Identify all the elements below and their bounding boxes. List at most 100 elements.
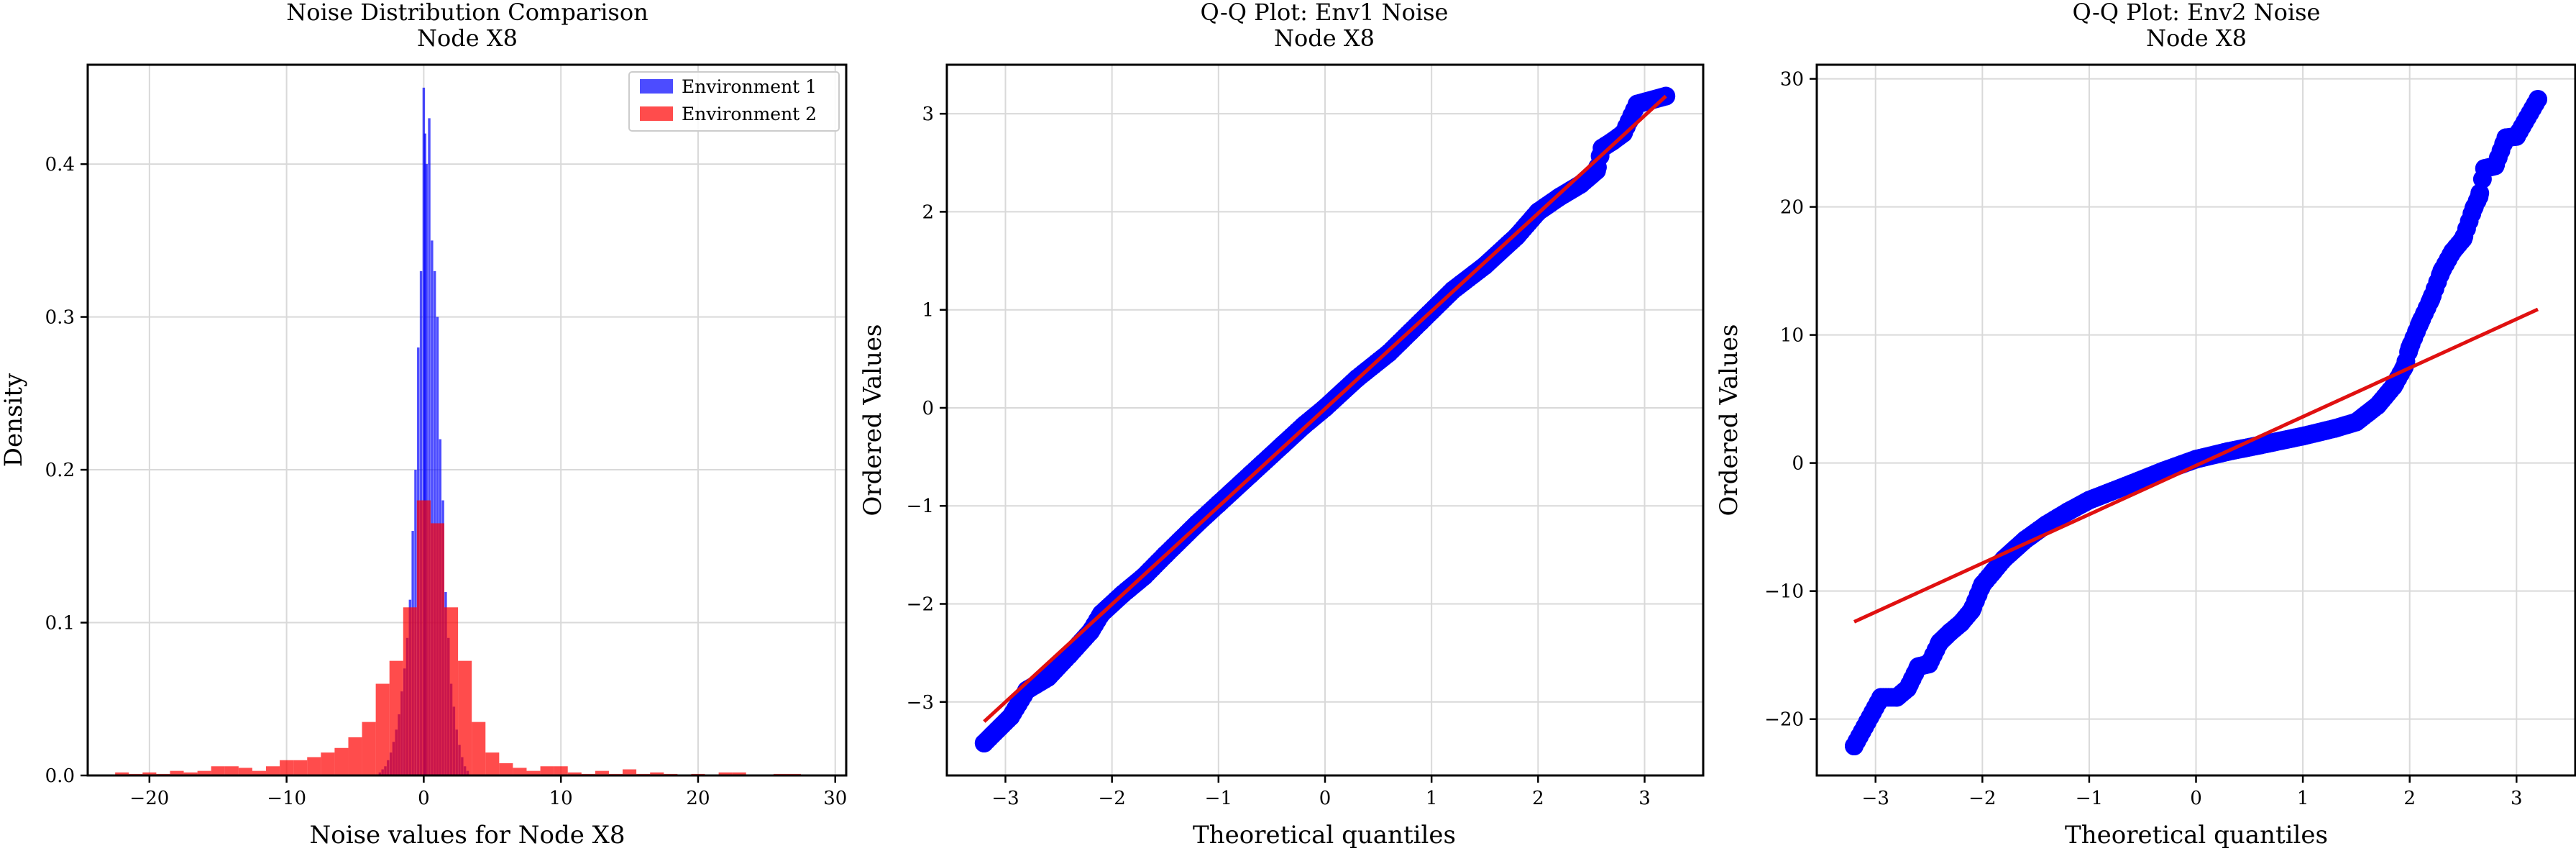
bar-environment-2	[403, 607, 417, 775]
x-tick-label: 2	[1532, 788, 1544, 809]
qq-point	[1571, 175, 1590, 194]
qq-point	[2453, 229, 2472, 249]
y-axis-label: Ordered Values	[1715, 324, 1743, 516]
x-tick-label: 3	[1638, 788, 1651, 809]
qq-point	[2443, 242, 2462, 261]
x-tick-label: −2	[1968, 788, 1996, 809]
qq-plot-env1-panel: Q-Q Plot: Env1 Noise Node X8 −3 −2 −1 0 1 2 3−…	[858, 0, 1705, 850]
qq-reference-line	[1853, 307, 2539, 624]
legend-swatch-env1	[640, 79, 673, 94]
qq-point	[2384, 376, 2403, 396]
bar-environment-2	[115, 772, 129, 775]
x-axis-label: Noise values for Node X8	[310, 821, 625, 850]
qq-point	[1984, 562, 2003, 581]
bar-environment-2	[513, 768, 527, 775]
bar-environment-2	[554, 766, 568, 775]
y-tick-label: 0	[1792, 453, 1804, 475]
qq-point	[1951, 614, 1971, 633]
qq-point	[974, 734, 994, 753]
qq-point	[2122, 474, 2142, 493]
qq-point	[2485, 156, 2505, 176]
x-tick-label: −10	[267, 788, 306, 809]
x-tick-label: 1	[1426, 788, 1438, 809]
axis-ticks: −20 −10 0 10 20 30 0.0 0.1 0.2 0.3 0.4	[45, 154, 848, 809]
y-tick-label: 0.1	[45, 613, 75, 634]
bar-environment-2	[526, 770, 541, 775]
y-tick-label: −10	[1764, 581, 1804, 603]
bar-environment-2	[650, 772, 664, 775]
y-tick-label: 3	[922, 104, 934, 125]
bar-environment-2	[375, 683, 390, 775]
qq-point	[2154, 461, 2173, 481]
bar-environment-2	[499, 763, 513, 775]
x-tick-label: −1	[2076, 788, 2103, 809]
x-tick-label: 20	[686, 788, 710, 809]
grid	[1817, 65, 2575, 775]
qq-point	[2250, 435, 2270, 455]
y-tick-label: 20	[1780, 197, 1804, 219]
bar-environment-2	[444, 607, 459, 775]
y-tick-label: 0.2	[45, 460, 75, 481]
bar-environment-2	[485, 752, 500, 775]
x-axis-label: Theoretical quantiles	[2065, 821, 2328, 850]
bar-environment-2	[472, 722, 486, 775]
legend: Environment 1 Environment 2	[628, 71, 840, 132]
panel-title: Q-Q Plot: Env2 Noise	[2073, 0, 2321, 26]
bar-environment-2	[293, 760, 308, 775]
qq-point	[1549, 187, 1569, 206]
qq-point	[1038, 668, 1058, 687]
bar-environment-1	[422, 87, 426, 775]
bar-environment-2	[732, 772, 746, 775]
qq-point	[2037, 515, 2056, 534]
legend-swatch-env2	[640, 106, 673, 121]
y-tick-label: −2	[907, 594, 934, 616]
bar-environment-2	[718, 772, 733, 775]
qq-point	[1871, 688, 1891, 707]
qq-point	[2368, 396, 2388, 415]
x-axis-label: Theoretical quantiles	[1193, 821, 1456, 850]
x-tick-label: 30	[823, 788, 847, 809]
x-tick-label: −3	[991, 788, 1019, 809]
qq-point	[2528, 90, 2547, 109]
qq-point	[2421, 289, 2441, 309]
x-tick-label: −1	[1205, 788, 1232, 809]
qq-point	[1001, 707, 1020, 727]
legend-label-env1: Environment 1	[682, 76, 817, 97]
bar-environment-2	[567, 772, 582, 775]
legend-label-env2: Environment 2	[682, 104, 817, 124]
bar-environment-2	[238, 768, 252, 775]
bar-environment-2	[211, 766, 225, 775]
y-axis-label: Density	[0, 373, 28, 467]
panel-title: Q-Q Plot: Env1 Noise	[1201, 0, 1449, 26]
qq-point	[2400, 338, 2419, 358]
qq-point	[1294, 416, 1314, 435]
qq-points	[1845, 90, 2547, 756]
qq-point	[2058, 502, 2078, 522]
bar-environment-2	[389, 660, 403, 775]
panel-title: Noise Distribution Comparison	[286, 0, 648, 26]
y-tick-label: 0.0	[45, 765, 75, 787]
y-tick-label: 0.4	[45, 154, 75, 176]
bar-environment-2	[266, 766, 280, 775]
qq-point	[2411, 312, 2430, 332]
y-tick-label: 0	[922, 398, 934, 419]
axis-ticks: −3 −2 −1 0 1 2 3 −3 −2 −1 0 1 2 3	[907, 104, 1651, 809]
bar-environment-2	[321, 752, 335, 775]
qq-point	[2470, 187, 2489, 206]
bar-environment-2	[458, 660, 472, 775]
x-tick-label: −3	[1862, 788, 1889, 809]
x-tick-label: 0	[418, 788, 430, 809]
grid	[947, 65, 1703, 775]
qq-point	[1845, 737, 1864, 756]
bar-environment-2	[348, 737, 362, 775]
qq-point	[2432, 261, 2452, 281]
qq-point	[2507, 127, 2526, 146]
panel-subtitle: Node X8	[417, 24, 518, 52]
bar-environment-2	[416, 500, 431, 775]
qq-point	[2325, 419, 2344, 438]
bar-environment-2	[540, 766, 554, 775]
qq-point	[1507, 227, 1526, 246]
qq-fit-line	[983, 94, 1667, 723]
bar-environment-2	[280, 760, 294, 775]
bar-environment-1	[423, 133, 427, 775]
